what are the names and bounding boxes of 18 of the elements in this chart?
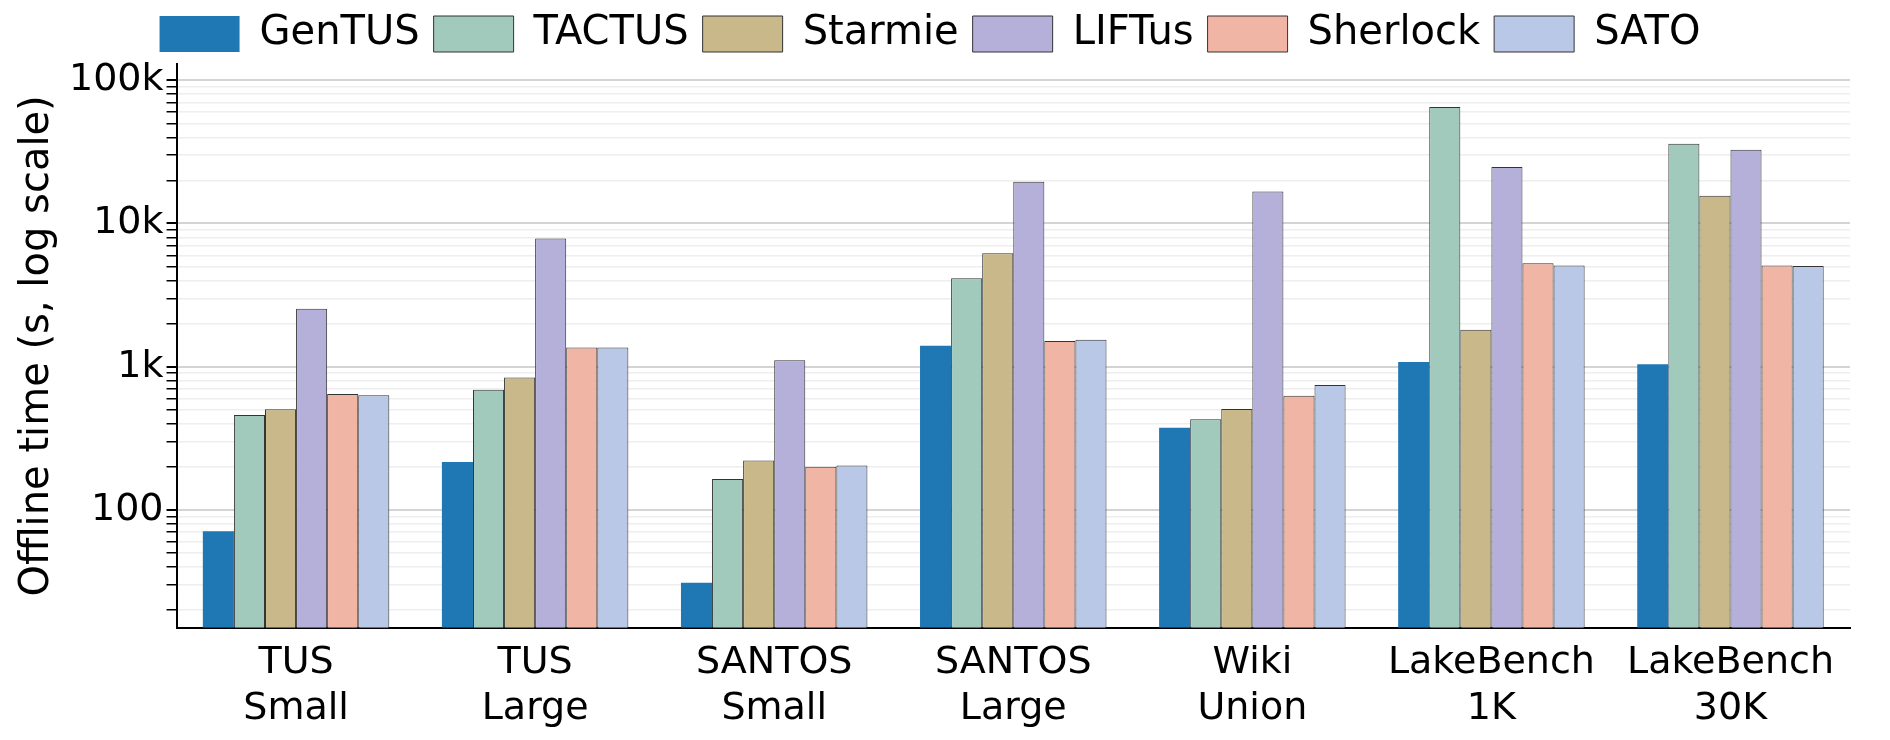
legend-label: Sherlock	[1307, 7, 1481, 54]
legend-label: TACTUS	[532, 7, 689, 54]
x-tick-label: LakeBench 30K	[1626, 638, 1834, 729]
x-tick-label: SANTOS Large	[935, 638, 1092, 729]
x-tick-label: Wiki Union	[1197, 638, 1308, 729]
x-tick-label: TUS Large	[481, 638, 589, 729]
legend-label: LIFTus	[1072, 7, 1194, 54]
x-tick-label: SANTOS Small	[695, 638, 853, 729]
y-tick-label: 10k	[93, 198, 164, 243]
legend-label: SATO	[1594, 7, 1701, 54]
x-tick-label: TUS Small	[243, 638, 349, 729]
x-tick-label: LakeBench 1K	[1387, 638, 1595, 729]
y-tick-label: 100k	[68, 55, 164, 100]
y-tick-label: 100	[91, 484, 164, 529]
legend-label: GenTUS	[259, 7, 420, 54]
y-tick-label: 1k	[117, 341, 164, 386]
y-axis-title: Offline time (s, log scale)	[11, 95, 58, 597]
legend-label: Starmie	[802, 7, 959, 54]
